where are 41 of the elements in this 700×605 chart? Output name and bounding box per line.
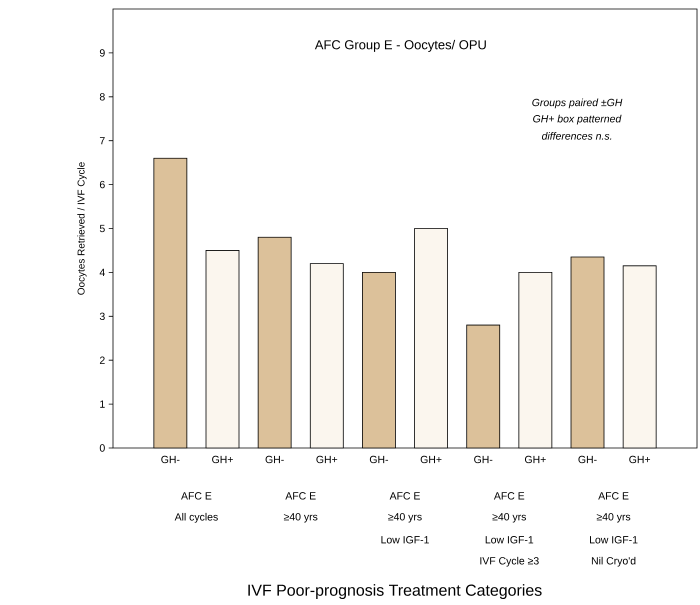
x-tick-label: GH- [266, 456, 284, 464]
text: AFC E [598, 492, 629, 500]
annotation: GH+ box patterned [533, 114, 622, 124]
text: AFC E [390, 492, 420, 500]
text: ≥40 yrs [388, 513, 422, 523]
y-tick-label: 6 [100, 180, 105, 188]
y-tick-label: 0 [100, 444, 105, 452]
text: Nil Cryo'd [592, 556, 636, 567]
x-tick-label: GH+ [212, 456, 233, 464]
text: AFC E [181, 492, 212, 500]
x-tick-label: GH- [578, 456, 597, 464]
y-tick-label: 9 [100, 49, 105, 57]
x-tick-label: GH- [161, 456, 180, 464]
annotation: differences n.s. [542, 132, 612, 140]
x-tick-label: GH- [370, 456, 388, 464]
x-tick-label: GH+ [420, 456, 442, 464]
y-tick-label: 8 [100, 93, 105, 101]
text: ≥40 yrs [284, 513, 318, 523]
text: AFC E [494, 492, 524, 500]
text: All cycles [174, 512, 218, 523]
text: IVF Cycle ≥3 [480, 556, 539, 567]
text: AFC E [285, 492, 316, 500]
y-tick-label: 7 [100, 137, 105, 144]
x-tick-label: GH+ [316, 456, 338, 464]
y-tick-label: 2 [100, 356, 105, 364]
y-axis-title: Oocytes Retrieved / IVF Cycle [77, 162, 87, 295]
text: IVF Poor-prognosis Treatment Categories [248, 584, 542, 599]
text: Low IGF-1 [381, 536, 429, 544]
y-tick-label: 1 [100, 400, 105, 408]
text: AFC Group E - Oocytes/ OPU [314, 40, 486, 52]
y-tick-label: 3 [100, 312, 105, 320]
x-tick-label: GH- [474, 456, 492, 464]
text: ≥40 yrs [596, 513, 630, 523]
x-tick-label: GH+ [524, 456, 546, 464]
y-tick-label: 5 [100, 224, 105, 232]
text: ≥40 yrs [492, 513, 526, 523]
y-tick-label: 4 [100, 268, 105, 276]
text: Low IGF-1 [486, 536, 534, 544]
text: Low IGF-1 [590, 536, 638, 544]
x-tick-label: GH+ [629, 456, 650, 464]
annotation: Groups paired ±GH [532, 98, 622, 108]
